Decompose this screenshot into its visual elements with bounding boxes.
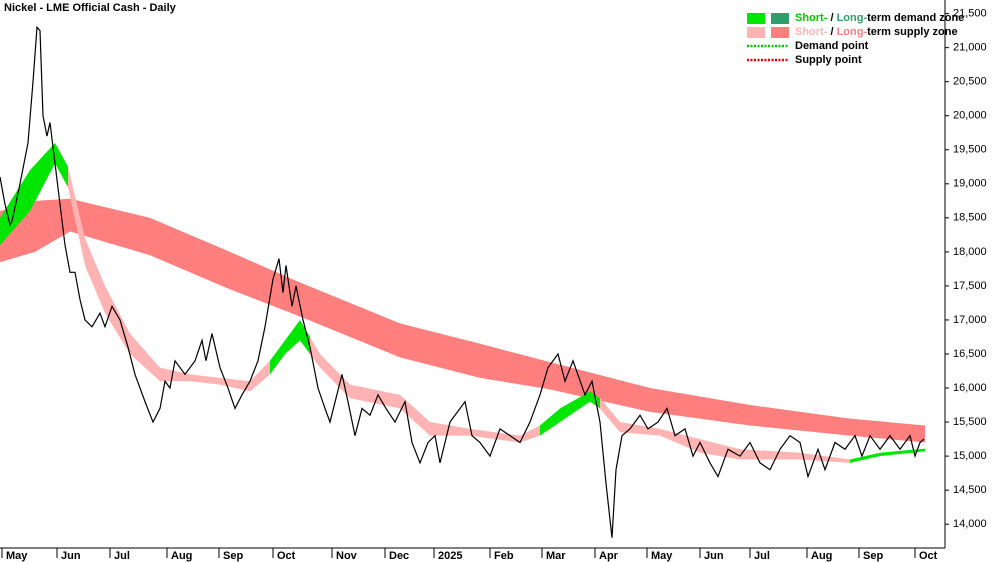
legend-text: /: [827, 26, 836, 38]
zone: [850, 448, 925, 463]
x-tick-label: Aug: [811, 550, 832, 562]
legend-text: Demand point: [795, 40, 869, 52]
x-tick-label: Oct: [919, 550, 938, 562]
x-tick-label: Mar: [546, 550, 566, 562]
x-tick-label: Apr: [599, 550, 619, 562]
y-tick-label: 14,500: [953, 484, 987, 496]
legend-label: Short- / Long-term supply zone: [795, 26, 958, 38]
zone: [600, 398, 850, 463]
legend-text: Long-: [837, 12, 868, 24]
legend-text: Long-: [837, 26, 868, 38]
legend-swatch: [747, 27, 765, 38]
x-tick-label: 2025: [438, 550, 462, 562]
zone: [270, 319, 310, 375]
x-tick-label: Sep: [223, 550, 243, 562]
y-tick-label: 16,500: [953, 348, 987, 360]
x-tick-label: Jul: [754, 550, 770, 562]
x-tick-label: Sep: [863, 550, 883, 562]
legend-label: Supply point: [795, 54, 862, 66]
x-tick-label: Jul: [114, 550, 130, 562]
y-tick-label: 21,000: [953, 42, 987, 54]
y-tick-label: 16,000: [953, 382, 987, 394]
zone: [0, 198, 925, 443]
x-tick-label: May: [651, 550, 673, 562]
legend-text: term demand zone: [867, 12, 964, 24]
legend-label: Demand point: [795, 40, 869, 52]
y-tick-label: 19,000: [953, 178, 987, 190]
x-tick-label: May: [6, 550, 28, 562]
legend-text: Short-: [795, 26, 828, 38]
chart-title: Nickel - LME Official Cash - Daily: [4, 2, 177, 14]
zone: [310, 336, 540, 443]
y-tick-label: 17,500: [953, 280, 987, 292]
legend-text: term supply zone: [867, 26, 957, 38]
legend-text: Supply point: [795, 54, 862, 66]
x-tick-label: Oct: [277, 550, 296, 562]
x-tick-label: Dec: [389, 550, 409, 562]
legend-text: Short-: [795, 12, 828, 24]
y-tick-label: 14,000: [953, 518, 987, 530]
y-tick-label: 18,500: [953, 212, 987, 224]
y-tick-label: 15,000: [953, 450, 987, 462]
y-tick-label: 18,000: [953, 246, 987, 258]
x-tick-label: Feb: [494, 550, 514, 562]
zone: [540, 391, 600, 436]
legend-label: Short- / Long-term demand zone: [795, 12, 964, 24]
y-tick-label: 21,500: [953, 8, 987, 20]
zone: [0, 142, 68, 246]
y-tick-label: 17,000: [953, 314, 987, 326]
y-tick-label: 19,500: [953, 144, 987, 156]
y-tick-label: 20,500: [953, 76, 987, 88]
y-tick-label: 15,500: [953, 416, 987, 428]
x-tick-label: Aug: [171, 550, 192, 562]
x-tick-label: Jun: [704, 550, 724, 562]
legend-swatch: [747, 13, 765, 24]
x-tick-label: Jun: [61, 550, 81, 562]
y-tick-label: 20,000: [953, 110, 987, 122]
x-tick-label: Nov: [336, 550, 358, 562]
legend-swatch: [771, 27, 789, 38]
price-line: [0, 25, 925, 538]
legend-text: /: [827, 12, 836, 24]
legend-swatch: [771, 13, 789, 24]
